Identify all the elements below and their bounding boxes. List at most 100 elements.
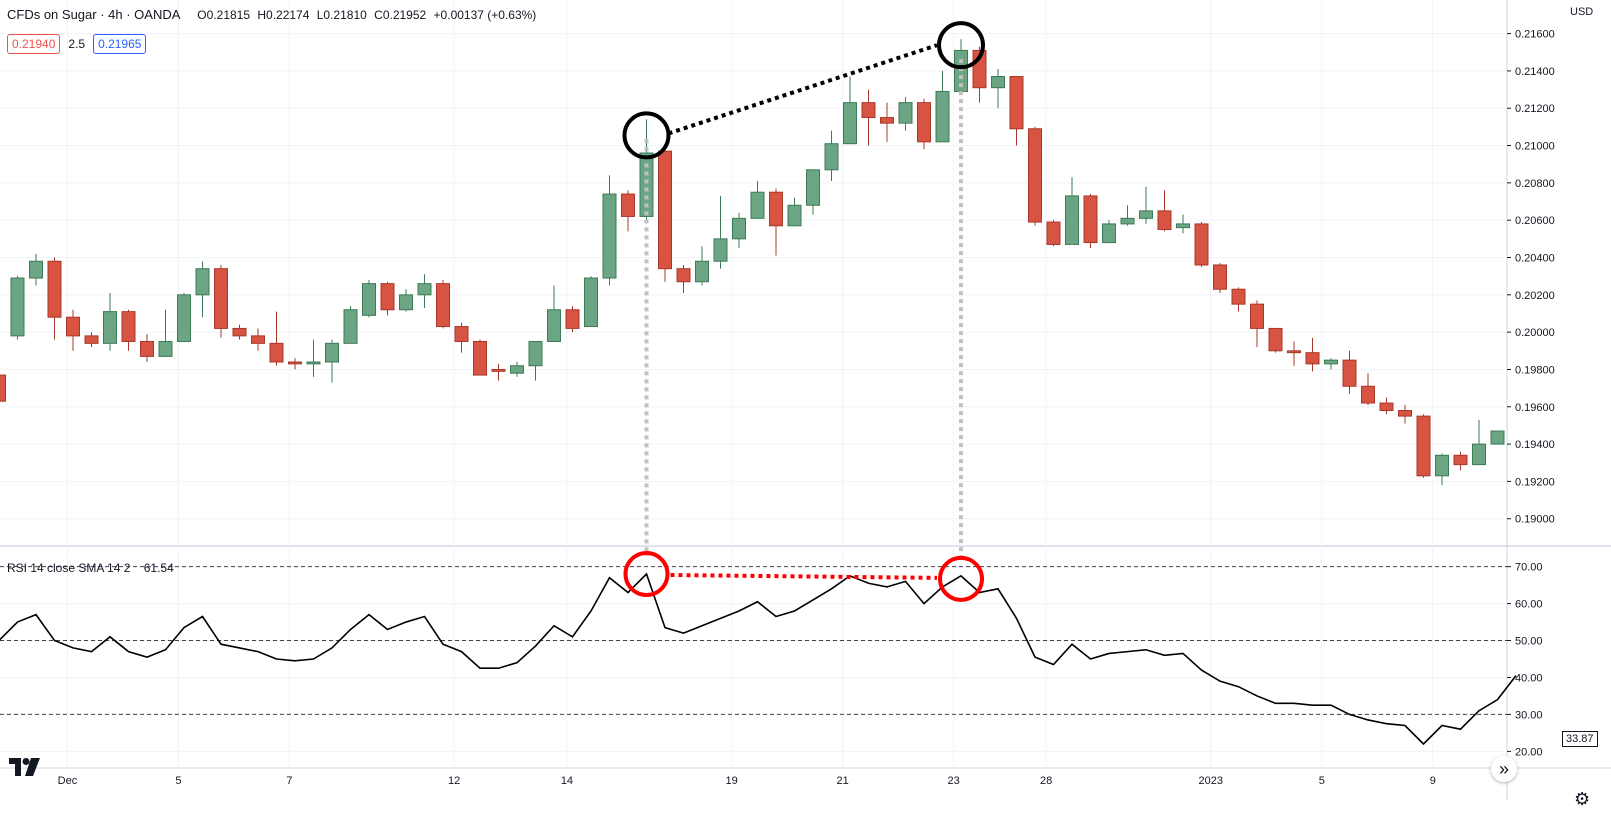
candle-body <box>639 152 654 217</box>
candle-body <box>676 268 691 283</box>
candle-body <box>695 260 709 283</box>
ohlc-values: O0.21815 H0.22174 L0.21810 C0.21952 +0.0… <box>197 8 540 22</box>
symbol-title[interactable]: CFDs on Sugar · 4h · OANDA <box>7 7 180 22</box>
rsi-tick-label: 70.00 <box>1515 562 1543 574</box>
candle-body <box>787 204 802 227</box>
symbol-header: CFDs on Sugar · 4h · OANDA O0.21815 H0.2… <box>7 7 540 22</box>
candle-body <box>1009 76 1024 130</box>
candle-body <box>565 309 580 329</box>
candle-body <box>898 102 913 124</box>
candle-body <box>491 368 506 372</box>
time-tick-label: 19 <box>725 775 737 787</box>
price-tick-label: 0.19200 <box>1515 476 1555 488</box>
candle-body <box>1305 352 1320 365</box>
scroll-to-realtime-button[interactable]: » <box>1491 756 1517 782</box>
candle-body <box>29 260 43 279</box>
time-tick-label: 12 <box>448 775 460 787</box>
time-tick-label: 5 <box>1319 775 1325 787</box>
candle-body <box>1398 410 1412 417</box>
candle-body <box>473 340 487 376</box>
candle-body <box>1028 128 1042 223</box>
candle-body <box>769 191 783 227</box>
price-tick-label: 0.20600 <box>1515 215 1555 227</box>
change-value: +0.00137 (+0.63%) <box>433 8 537 22</box>
candle-body <box>917 102 931 143</box>
candle-body <box>547 309 561 342</box>
rsi-tick-label: 30.00 <box>1515 709 1543 721</box>
candle-body <box>528 340 543 367</box>
candle-body <box>1231 288 1246 305</box>
candle-body <box>1083 195 1098 244</box>
rsi-tick-label: 60.00 <box>1515 599 1543 611</box>
candle-body <box>1472 443 1486 466</box>
open-value: O0.21815 <box>197 8 251 22</box>
candle-body <box>0 374 6 402</box>
candle-body <box>806 169 820 206</box>
candle-body <box>658 150 672 270</box>
time-tick-label: 9 <box>1430 775 1436 787</box>
rsi-tick-label: 40.00 <box>1515 672 1543 684</box>
candle-body <box>843 102 857 145</box>
candle-body <box>991 76 1005 89</box>
candle-body <box>621 193 635 217</box>
candle-body <box>584 277 598 328</box>
rsi-lower-high-line <box>670 573 938 580</box>
price-tick-label: 0.21400 <box>1515 66 1555 78</box>
rsi-line <box>0 572 1517 746</box>
candle-body <box>1157 210 1172 231</box>
time-tick-label: 5 <box>175 775 181 787</box>
candle-body <box>195 268 210 296</box>
chevron-right-icon: » <box>1498 758 1509 779</box>
time-tick-label: 23 <box>947 775 959 787</box>
candle-body <box>1379 402 1394 412</box>
price-tick-label: 0.19600 <box>1515 402 1555 414</box>
candle-body <box>1213 264 1227 290</box>
candle-body <box>861 102 876 119</box>
candle-body <box>1287 350 1301 354</box>
candle-body <box>325 342 339 363</box>
candle-body <box>1250 303 1264 329</box>
candle-body <box>343 309 358 344</box>
candle-body <box>1102 223 1116 244</box>
buy-price-chip[interactable]: 0.21965 <box>93 34 147 54</box>
candle-body <box>10 277 25 337</box>
candle-body <box>140 340 154 357</box>
rsi-value: 61.54 <box>143 561 174 575</box>
candle-body <box>306 361 321 365</box>
candle-body <box>1435 454 1449 477</box>
candle-body <box>1324 359 1338 365</box>
rsi-label[interactable]: RSI 14 close SMA 14 2 <box>7 561 131 575</box>
tradingview-logo[interactable] <box>9 758 41 781</box>
candle-body <box>1268 327 1283 352</box>
currency-label[interactable]: USD <box>1570 6 1594 18</box>
candle-body <box>47 260 62 318</box>
price-tick-label: 0.20200 <box>1515 290 1555 302</box>
sell-price-chip[interactable]: 0.21940 <box>7 34 61 54</box>
candle-body <box>1139 210 1153 219</box>
time-tick-label: 28 <box>1040 775 1052 787</box>
candle-body <box>602 193 617 279</box>
rsi-last-value-badge: 33.87 <box>1562 731 1598 747</box>
candle-body <box>1490 430 1505 445</box>
candle-body <box>935 90 950 143</box>
high-value: H0.22174 <box>257 8 310 22</box>
gear-icon[interactable]: ⚙ <box>1574 789 1591 809</box>
candle-body <box>436 283 450 328</box>
candle-body <box>232 327 247 337</box>
candle-body <box>1342 359 1357 387</box>
candle-body <box>177 294 191 342</box>
candle-body <box>66 316 80 337</box>
candle-body <box>103 311 117 344</box>
candle-body <box>1416 415 1431 477</box>
price-tick-label: 0.19400 <box>1515 439 1555 451</box>
time-tick-label: 2023 <box>1199 775 1223 787</box>
price-tick-label: 0.20400 <box>1515 253 1555 265</box>
candle-body <box>1194 223 1209 266</box>
candle-body <box>1120 217 1135 225</box>
candle-body <box>510 365 524 374</box>
time-tick-label: 7 <box>286 775 292 787</box>
candle-body <box>417 283 432 296</box>
price-tick-label: 0.19800 <box>1515 364 1555 376</box>
price-tick-label: 0.21000 <box>1515 141 1555 153</box>
